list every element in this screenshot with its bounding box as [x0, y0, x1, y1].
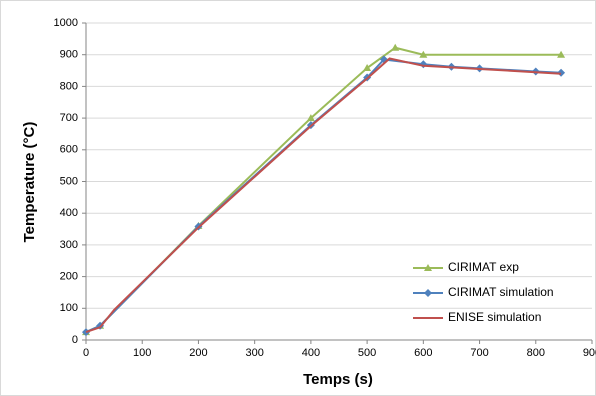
y-tick-label: 300 — [60, 239, 78, 251]
marker — [306, 114, 315, 122]
x-tick-label: 200 — [189, 347, 207, 359]
legend-label: CIRIMAT exp — [448, 260, 519, 274]
y-axis-title: Temperature (°C) — [21, 122, 38, 243]
x-tick-label: 900 — [583, 347, 596, 359]
x-tick-label: 500 — [358, 347, 376, 359]
y-tick-label: 900 — [60, 49, 78, 61]
series-line — [85, 57, 562, 334]
y-tick-label: 0 — [72, 334, 78, 346]
y-tick-label: 800 — [60, 80, 78, 92]
marker — [363, 64, 372, 72]
x-tick-label: 0 — [83, 347, 89, 359]
legend-label: ENISE simulation — [448, 310, 541, 324]
marker — [424, 264, 432, 271]
y-tick-label: 400 — [60, 207, 78, 219]
x-tick-label: 600 — [414, 347, 432, 359]
x-tick-label: 100 — [133, 347, 151, 359]
x-axis-title: Temps (s) — [303, 371, 373, 388]
y-tick-label: 200 — [60, 271, 78, 283]
x-tick-label: 800 — [527, 347, 545, 359]
x-tick-label: 300 — [245, 347, 263, 359]
marker — [391, 43, 400, 51]
marker — [424, 289, 432, 297]
y-tick-label: 700 — [60, 112, 78, 124]
y-tick-label: 100 — [60, 302, 78, 314]
x-tick-label: 400 — [302, 347, 320, 359]
marker — [557, 50, 566, 58]
y-tick-label: 500 — [60, 175, 78, 187]
marker — [419, 50, 428, 58]
y-tick-label: 1000 — [54, 17, 78, 29]
x-tick-label: 700 — [470, 347, 488, 359]
legend-label: CIRIMAT simulation — [448, 285, 554, 299]
y-tick-label: 600 — [60, 144, 78, 156]
